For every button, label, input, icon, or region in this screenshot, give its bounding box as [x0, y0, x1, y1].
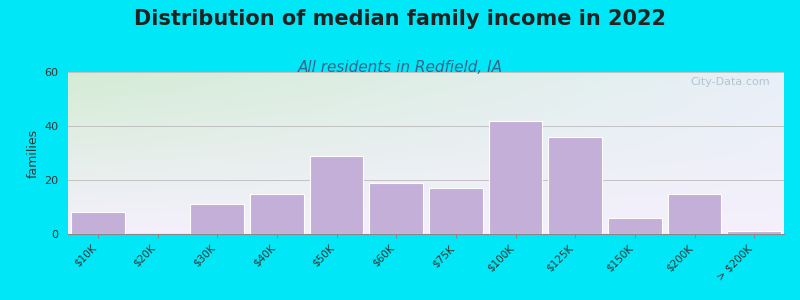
Bar [668, 194, 722, 234]
Bar [608, 218, 662, 234]
Bar [489, 121, 542, 234]
Bar [310, 156, 363, 234]
Text: City-Data.com: City-Data.com [690, 77, 770, 87]
Y-axis label: families: families [27, 128, 40, 178]
Bar [370, 183, 423, 234]
Text: Distribution of median family income in 2022: Distribution of median family income in … [134, 9, 666, 29]
Bar [548, 137, 602, 234]
Bar [190, 204, 244, 234]
Text: All residents in Redfield, IA: All residents in Redfield, IA [298, 60, 502, 75]
Bar [727, 231, 781, 234]
Bar [250, 194, 304, 234]
Bar [71, 212, 125, 234]
Bar [429, 188, 482, 234]
